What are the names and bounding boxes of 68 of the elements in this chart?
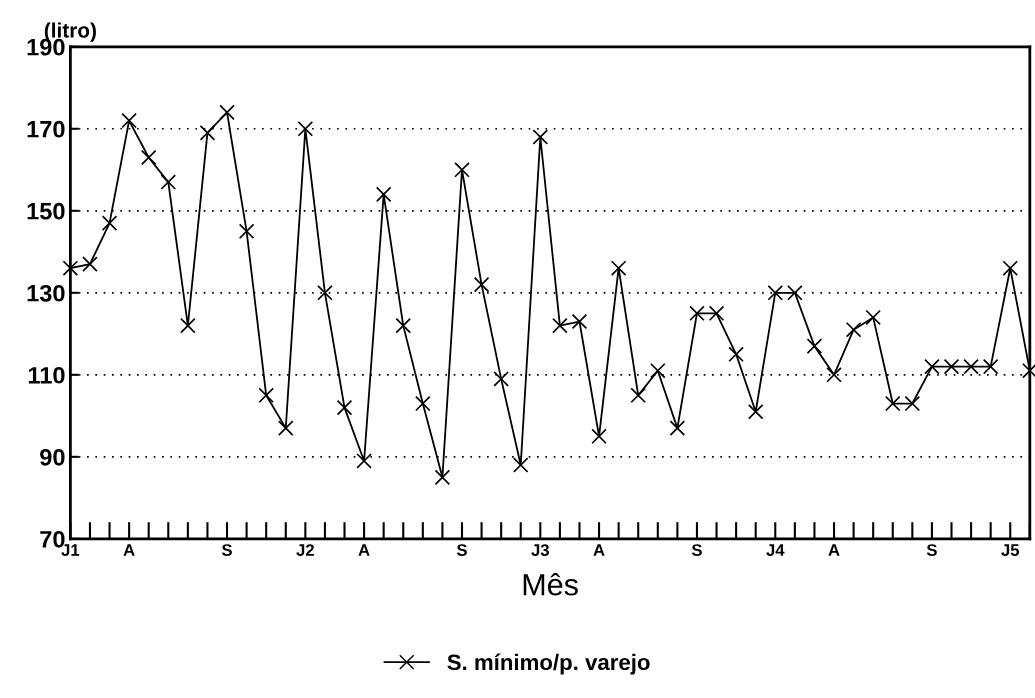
point <box>258 387 274 404</box>
x-tick-label: S <box>221 544 232 556</box>
x-tick-label: A <box>123 544 135 556</box>
point <box>336 399 353 416</box>
point <box>160 174 177 190</box>
point <box>473 276 490 293</box>
x-tick-label: J3 <box>531 544 549 556</box>
x-tick-label: A <box>828 544 840 556</box>
y-tick-label: 90 <box>40 448 65 466</box>
point <box>317 285 333 301</box>
point <box>767 285 784 301</box>
y-tick-label: 170 <box>27 120 65 138</box>
point <box>62 260 79 276</box>
point <box>571 313 588 330</box>
point <box>1002 260 1019 276</box>
point <box>650 362 666 379</box>
x-tick-label: S <box>691 544 702 556</box>
point <box>904 395 921 412</box>
x-tick-label: J2 <box>296 544 314 556</box>
point <box>924 358 940 375</box>
point <box>884 395 901 412</box>
point <box>395 317 412 334</box>
point <box>493 371 509 387</box>
point <box>454 162 470 178</box>
point <box>982 358 999 375</box>
point <box>943 358 960 375</box>
point <box>512 457 529 473</box>
point <box>238 223 255 240</box>
point <box>552 317 568 334</box>
point <box>845 321 862 338</box>
x-tick-label: A <box>593 544 605 556</box>
x-tick-label: S <box>456 544 467 556</box>
point <box>610 260 627 276</box>
point <box>591 428 607 445</box>
point <box>787 285 803 301</box>
point <box>101 215 118 231</box>
point <box>140 149 157 166</box>
point <box>865 309 881 326</box>
point <box>415 395 431 412</box>
point <box>630 387 646 404</box>
point <box>121 112 137 129</box>
point <box>747 403 764 420</box>
x-tick-label: J5 <box>1001 544 1020 556</box>
point <box>963 358 979 375</box>
point <box>82 256 98 272</box>
point <box>806 338 823 354</box>
y-tick-label: 130 <box>27 284 65 302</box>
y-tick-label: 150 <box>27 202 65 220</box>
point <box>434 469 451 486</box>
point <box>199 125 216 141</box>
point <box>277 420 294 436</box>
legend-label: S. mínimo/p. varejo <box>447 653 650 675</box>
x-axis-title: Mês <box>523 573 578 596</box>
point <box>356 453 372 469</box>
point <box>708 305 725 322</box>
point <box>375 186 392 203</box>
y-tick-label: 110 <box>28 366 65 384</box>
x-tick-label: J4 <box>766 544 785 556</box>
point <box>219 104 235 121</box>
point <box>689 305 705 322</box>
point <box>728 346 744 363</box>
point <box>532 129 549 145</box>
point <box>297 121 314 137</box>
point <box>669 420 686 436</box>
point <box>180 317 196 334</box>
x-tick-label: S <box>926 544 937 556</box>
x-tick-label: A <box>358 544 370 556</box>
point <box>826 367 842 383</box>
